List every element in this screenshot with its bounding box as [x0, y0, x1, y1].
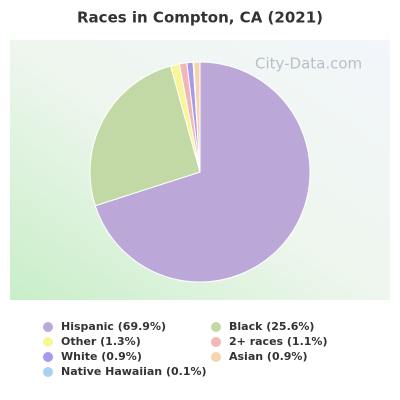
legend-label: Asian (0.9%): [229, 350, 307, 363]
legend-label: White (0.9%): [61, 350, 142, 363]
legend-swatch: [211, 352, 221, 362]
legend-swatch: [211, 337, 221, 347]
pie-slice: [193, 61, 201, 173]
legend-swatch: [43, 367, 53, 377]
legend-swatch: [211, 322, 221, 332]
legend-swatch: [43, 352, 53, 362]
pie-slice: [89, 65, 201, 207]
legend-label: Native Hawaiian (0.1%): [61, 365, 207, 378]
legend-label: Hispanic (69.9%): [61, 320, 166, 333]
legend: Hispanic (69.9%) Black (25.6%) Other (1.3%…: [43, 320, 327, 378]
legend-swatch: [43, 322, 53, 332]
legend-label: Other (1.3%): [61, 335, 141, 348]
pie-slice: [94, 61, 311, 283]
chart-title: Races in Compton, CA (2021): [77, 9, 323, 27]
legend-swatch: [43, 337, 53, 347]
legend-label: Black (25.6%): [229, 320, 314, 333]
watermark: City-Data.com: [255, 55, 362, 73]
legend-label: 2+ races (1.1%): [229, 335, 327, 348]
pie: [89, 61, 311, 283]
